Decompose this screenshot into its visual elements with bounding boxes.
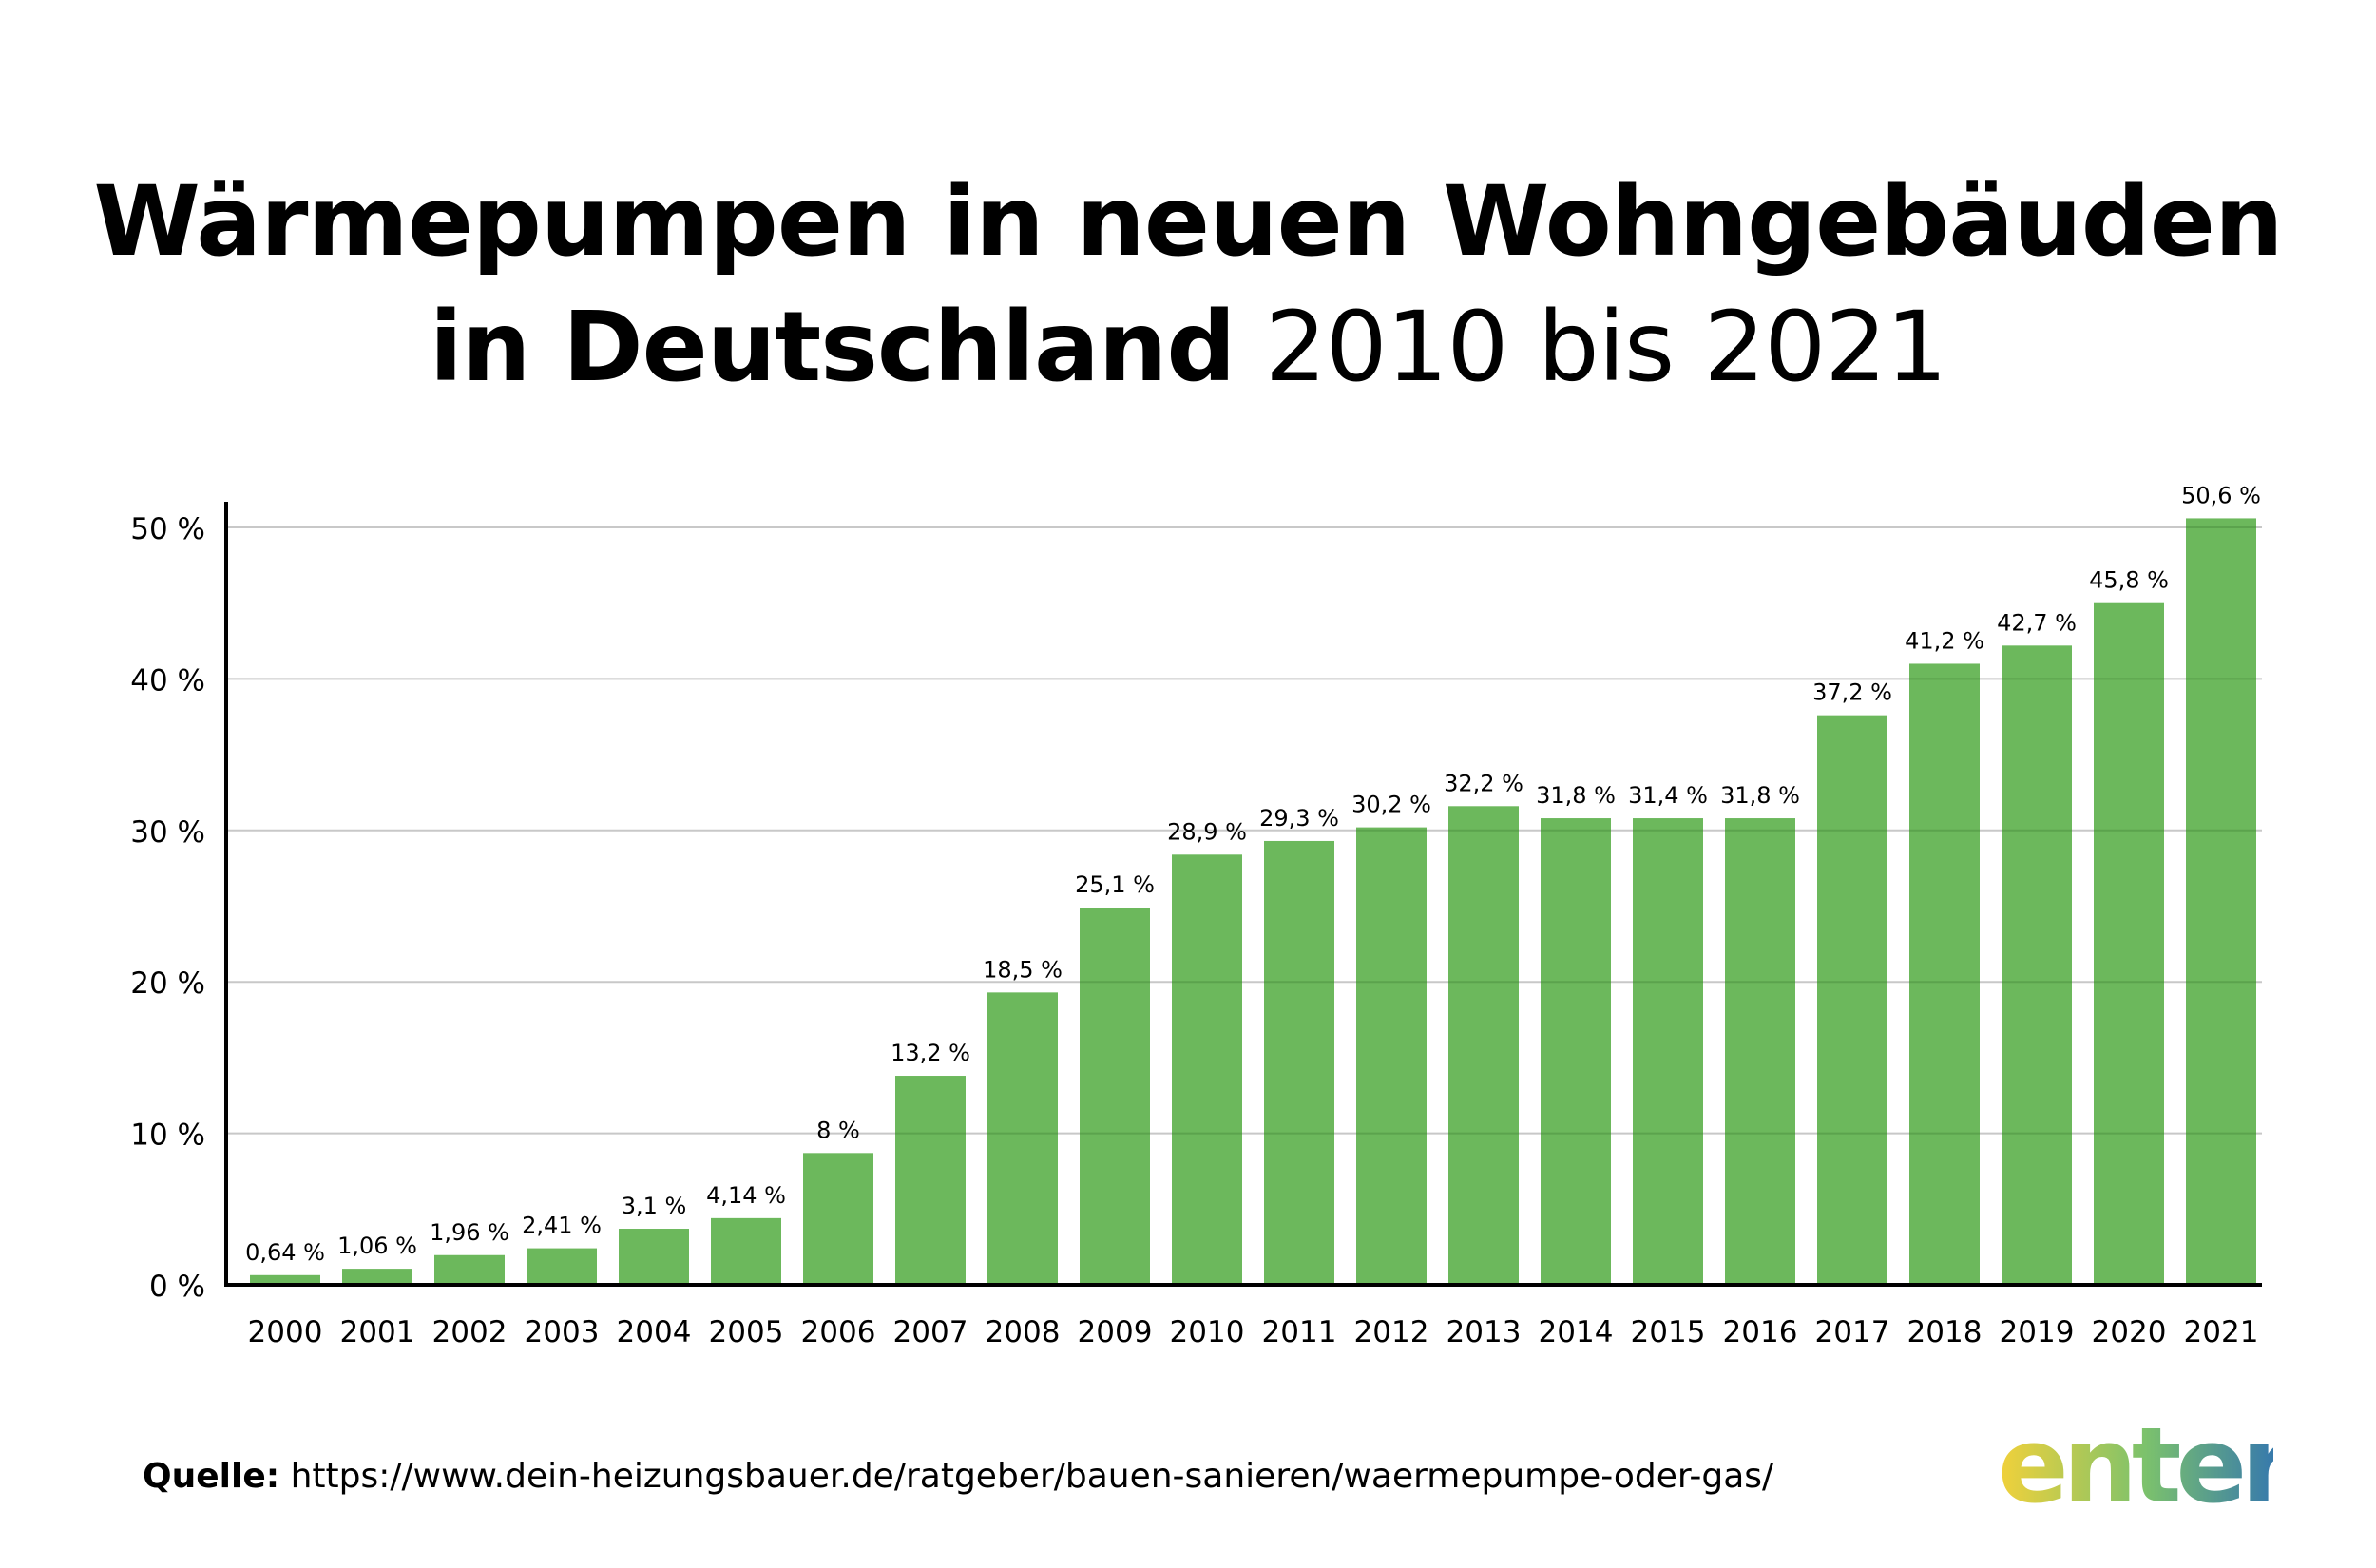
bar: [1172, 854, 1242, 1285]
data-label: 41,2 %: [1905, 627, 1984, 654]
y-tick-label: 30 %: [130, 815, 205, 850]
data-label: 18,5 %: [983, 956, 1063, 983]
x-tick-label: 2014: [1539, 1315, 1614, 1349]
x-tick-label: 2013: [1447, 1315, 1522, 1349]
title-bold-part: Wärmepumpen in neuen Wohngebäuden: [93, 165, 2283, 278]
bar: [1356, 827, 1427, 1285]
data-label: 0,64 %: [245, 1239, 325, 1266]
source-line: Quelle: https://www.dein-heizungsbauer.d…: [143, 1454, 1773, 1500]
data-label: 50,6 %: [2181, 482, 2261, 508]
x-tick-label: 2001: [340, 1315, 415, 1349]
title-light-part: 2010 bis 2021: [1264, 291, 1947, 404]
data-label: 29,3 %: [1259, 805, 1339, 832]
bar: [1080, 908, 1150, 1285]
data-label: 45,8 %: [2089, 567, 2169, 594]
bar: [2186, 518, 2256, 1285]
data-label: 1,96 %: [430, 1219, 509, 1246]
bar: [1264, 840, 1334, 1285]
x-tick-label: 2005: [709, 1315, 784, 1349]
bar: [434, 1254, 505, 1285]
data-label: 31,8 %: [1720, 782, 1800, 809]
bar: [2094, 602, 2164, 1285]
bar: [1448, 806, 1519, 1285]
x-tick-label: 2009: [1078, 1315, 1153, 1349]
bar: [1817, 715, 1887, 1285]
data-label: 30,2 %: [1351, 792, 1431, 818]
x-tick-label: 2007: [893, 1315, 968, 1349]
y-tick-label: 0 %: [149, 1270, 205, 1304]
bar: [342, 1269, 412, 1285]
data-label: 32,2 %: [1444, 770, 1523, 796]
x-tick-label: 2004: [617, 1315, 692, 1349]
source-url: https://www.dein-heizungsbauer.de/ratgeb…: [290, 1457, 1774, 1496]
x-tick-label: 2003: [525, 1315, 600, 1349]
y-tick-label: 20 %: [130, 966, 205, 1001]
bar: [1909, 663, 1980, 1285]
x-tick-label: 2019: [2000, 1315, 2075, 1349]
y-tick-label: 40 %: [130, 663, 205, 698]
data-label: 37,2 %: [1812, 679, 1892, 706]
x-tick-label: 2006: [801, 1315, 876, 1349]
y-tick-label: 50 %: [130, 512, 205, 546]
x-tick-label: 2021: [2184, 1315, 2259, 1349]
x-tick-label: 2016: [1723, 1315, 1798, 1349]
x-tick-label: 2018: [1907, 1315, 1983, 1349]
bar: [711, 1217, 781, 1285]
chart-title: Wärmepumpen in neuen Wohngebäuden in Deu…: [0, 160, 2376, 411]
bar: [895, 1076, 966, 1285]
y-tick-label: 10 %: [130, 1119, 205, 1153]
data-label: 31,4 %: [1628, 782, 1708, 809]
enter-logo: enter: [1998, 1414, 2273, 1519]
data-label: 13,2 %: [891, 1040, 970, 1066]
title-line-1: Wärmepumpen in neuen Wohngebäuden: [0, 160, 2376, 285]
x-tick-label: 2012: [1354, 1315, 1429, 1349]
x-tick-label: 2020: [2092, 1315, 2167, 1349]
bar: [1633, 818, 1703, 1285]
source-label: Quelle:: [143, 1457, 280, 1496]
logo-text: enter: [1998, 1414, 2273, 1519]
bar: [527, 1248, 597, 1285]
x-tick-label: 2015: [1631, 1315, 1706, 1349]
data-label: 42,7 %: [1997, 609, 2077, 636]
data-label: 3,1 %: [622, 1193, 687, 1219]
data-label: 25,1 %: [1075, 871, 1155, 898]
data-label: 28,9 %: [1167, 818, 1247, 845]
bar: [1725, 818, 1795, 1285]
data-label: 4,14 %: [706, 1182, 786, 1209]
x-tick-label: 2002: [432, 1315, 508, 1349]
bar: [619, 1229, 689, 1285]
title-bold-part-2: in Deutschland: [429, 291, 1236, 404]
x-tick-label: 2017: [1815, 1315, 1890, 1349]
data-label: 2,41 %: [522, 1213, 602, 1239]
bar: [987, 992, 1058, 1285]
bar: [1541, 818, 1611, 1285]
x-tick-label: 2008: [986, 1315, 1061, 1349]
x-tick-label: 2000: [248, 1315, 323, 1349]
bar: [2002, 645, 2072, 1285]
data-label: 1,06 %: [337, 1233, 417, 1259]
bar: [803, 1153, 873, 1285]
bar: [250, 1274, 320, 1285]
title-line-2: in Deutschland 2010 bis 2021: [0, 285, 2376, 411]
x-tick-label: 2010: [1170, 1315, 1245, 1349]
x-tick-label: 2011: [1262, 1315, 1337, 1349]
data-label: 31,8 %: [1536, 782, 1616, 809]
data-label: 8 %: [816, 1117, 860, 1143]
